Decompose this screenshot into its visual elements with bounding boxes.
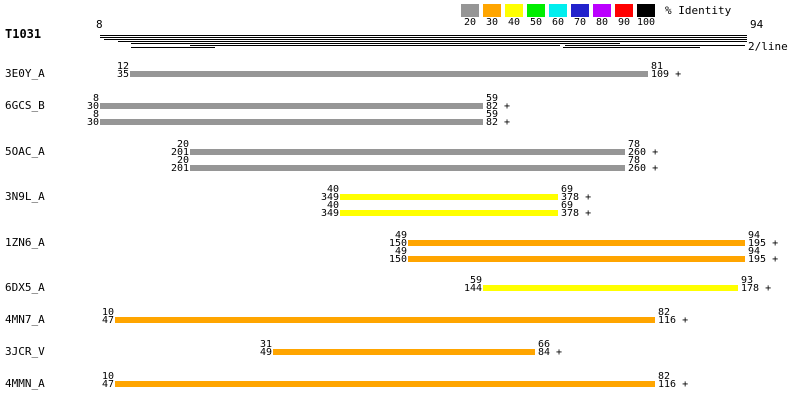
alignment-bar[interactable] xyxy=(408,255,745,262)
legend-swatch-40 xyxy=(505,4,523,17)
legend-swatch-label: 80 xyxy=(595,17,609,28)
legend-swatch-label: 70 xyxy=(573,17,587,28)
bar-end-coords: 82 116 + xyxy=(658,307,689,326)
overview-line xyxy=(131,43,620,44)
bar-end-coords: 59 82 + xyxy=(486,109,511,128)
bar-start-coords: 49 150 xyxy=(388,245,407,265)
bar-start-coords: 8 30 xyxy=(86,93,99,112)
alignment-bar[interactable] xyxy=(340,210,558,216)
bar-start-coords: 40 349 xyxy=(320,184,339,203)
bar-end-coords: 69 378 + xyxy=(561,200,592,219)
alignment-bar[interactable] xyxy=(273,349,535,355)
bar-start-coords: 20 201 xyxy=(170,138,189,158)
overview-line xyxy=(118,41,747,42)
alignment-bar[interactable] xyxy=(115,317,655,323)
legend-swatch-label: 40 xyxy=(507,17,521,28)
hit-name: 3JCR_V xyxy=(5,345,45,358)
legend-swatch-label: 100 xyxy=(636,17,656,28)
alignment-bar[interactable] xyxy=(190,164,625,171)
legend-swatch-label: 20 xyxy=(463,17,477,28)
alignment-bar[interactable] xyxy=(408,239,745,246)
legend-swatch-label: 50 xyxy=(529,17,543,28)
bar-start-coords: 40 349 xyxy=(320,200,339,219)
hit-name: 6DX5_A xyxy=(5,281,45,294)
hit-name: 5OAC_A xyxy=(5,144,45,158)
bar-start-coords: 20 201 xyxy=(170,154,189,174)
legend-swatch-20 xyxy=(461,4,479,17)
legend-swatch-80 xyxy=(593,4,611,17)
query-title: T1031 xyxy=(5,27,42,41)
overview-line xyxy=(100,35,747,36)
alignment-bar[interactable] xyxy=(115,381,655,387)
alignment-bar[interactable] xyxy=(130,71,648,77)
bar-end-coords: 78 260 + xyxy=(628,154,659,174)
overview-line xyxy=(563,47,700,48)
bar-end-coords: 66 84 + xyxy=(538,339,563,358)
legend-swatch-label: 30 xyxy=(485,17,499,28)
bar-end-coords: 93 178 + xyxy=(741,275,772,294)
alignment-bar[interactable] xyxy=(340,194,558,200)
bar-end-coords: 78 260 + xyxy=(628,138,659,158)
legend-swatch-50 xyxy=(527,4,545,17)
bar-start-coords: 12 35 xyxy=(116,61,129,80)
ruler-end-label: 94 xyxy=(750,18,764,31)
bar-start-coords: 49 150 xyxy=(388,229,407,249)
bar-end-coords: 94 195 + xyxy=(748,245,779,265)
hit-name: 4MN7_A xyxy=(5,313,45,326)
legend-swatch-label: 60 xyxy=(551,17,565,28)
overview-line xyxy=(131,47,215,48)
bar-start-coords: 10 47 xyxy=(101,307,114,326)
hit-name: 3N9L_A xyxy=(5,190,45,203)
alignment-bar[interactable] xyxy=(100,103,483,109)
hit-name: 6GCS_B xyxy=(5,99,45,112)
ruler-start-label: 8 xyxy=(96,18,103,31)
bar-start-coords: 8 30 xyxy=(86,109,99,128)
bar-start-coords: 10 47 xyxy=(101,371,114,390)
overview-line xyxy=(190,45,560,46)
bar-end-coords: 69 378 + xyxy=(561,184,592,203)
overview-line xyxy=(565,45,745,46)
bar-end-coords: 94 195 + xyxy=(748,229,779,249)
bar-end-coords: 59 82 + xyxy=(486,93,511,112)
legend-swatch-90 xyxy=(615,4,633,17)
bar-start-coords: 31 49 xyxy=(259,339,272,358)
bar-end-coords: 81 109 + xyxy=(651,61,682,80)
bar-start-coords: 59 144 xyxy=(463,275,482,294)
hit-name: 4MMN_A xyxy=(5,377,45,390)
legend-swatch-30 xyxy=(483,4,501,17)
hit-name: 1ZN6_A xyxy=(5,235,45,249)
alignment-bar[interactable] xyxy=(190,148,625,155)
legend-swatch-100 xyxy=(637,4,655,17)
legend-swatch-60 xyxy=(549,4,567,17)
overview-line xyxy=(100,37,747,38)
overview-line xyxy=(104,39,747,40)
hit-name: 3E0Y_A xyxy=(5,67,45,80)
alignment-bar[interactable] xyxy=(100,119,483,125)
legend-title: % Identity xyxy=(665,4,732,17)
ruler-wrap-label: 2/line xyxy=(748,40,788,53)
bar-end-coords: 82 116 + xyxy=(658,371,689,390)
alignment-bar[interactable] xyxy=(483,285,738,291)
legend-swatch-label: 90 xyxy=(617,17,631,28)
legend-swatch-70 xyxy=(571,4,589,17)
